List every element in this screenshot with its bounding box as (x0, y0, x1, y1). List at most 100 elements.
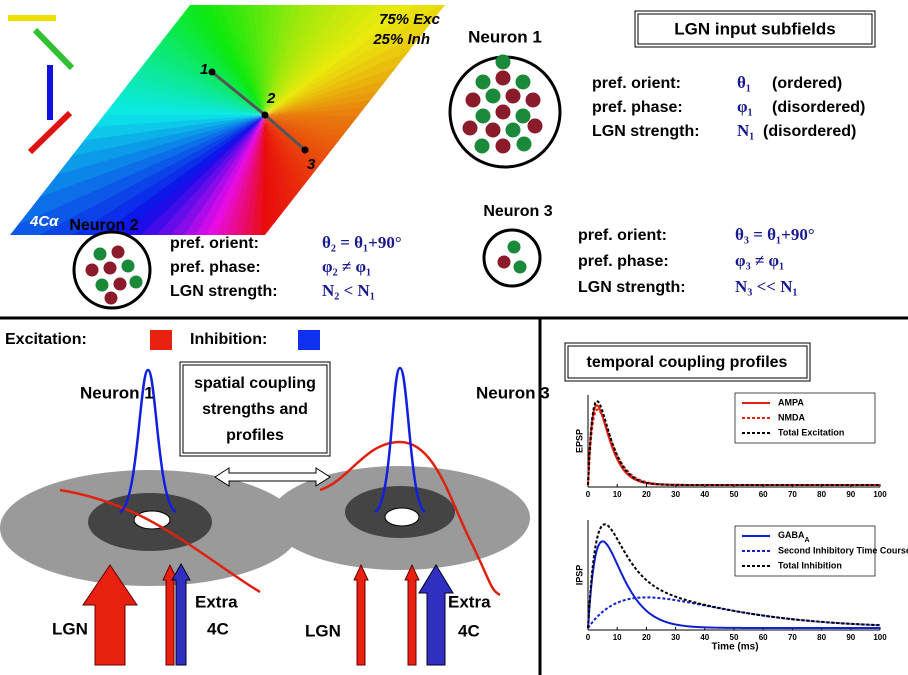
curve (588, 597, 880, 628)
lgn-subfield (516, 109, 531, 124)
label: Extra (195, 592, 238, 611)
input-arrow (419, 565, 453, 665)
label: EPSP (574, 429, 584, 453)
x-tick-label: 70 (788, 633, 797, 642)
label: Inhibition: (190, 331, 267, 348)
label: temporal coupling profiles (587, 354, 788, 371)
label: LGN strength: (170, 283, 278, 300)
lgn-subfield (496, 105, 511, 120)
label: φ₂ ≠ φ₁ (322, 257, 371, 276)
x-tick-label: 10 (613, 633, 622, 642)
x-tick-label: 30 (671, 490, 680, 499)
lgn-subfield (486, 123, 501, 138)
label: 3 (307, 156, 316, 173)
label: IPSP (574, 565, 584, 586)
legend-swatch (150, 330, 172, 350)
label: φ₁ (737, 97, 753, 116)
figure: GABAA 75% Exc25% Inh4Cα123Neuron 1LGN in… (0, 0, 908, 675)
label: LGN input subfields (674, 19, 836, 38)
lgn-subfield (112, 246, 125, 259)
label: 2 (266, 90, 276, 107)
lgn-subfield (514, 261, 527, 274)
lgn-subfield (486, 89, 501, 104)
label: pref. orient: (592, 75, 681, 92)
lgn-subfield (463, 121, 478, 136)
x-tick-label: 0 (586, 490, 591, 499)
label: pref. phase: (592, 99, 683, 116)
x-tick-label: 20 (642, 490, 651, 499)
legend-swatch (298, 330, 320, 350)
label: pref. orient: (578, 227, 667, 244)
lgn-subfield (114, 278, 127, 291)
label: LGN (52, 619, 88, 638)
lgn-subfield (508, 241, 521, 254)
x-tick-label: 40 (700, 633, 709, 642)
label: Neuron 3 (476, 383, 550, 402)
label: LGN strength: (592, 123, 700, 140)
label: φ₃ ≠ φ₁ (735, 251, 784, 270)
label: LGN strength: (578, 279, 686, 296)
lgn-subfield (476, 75, 491, 90)
x-tick-label: 10 (613, 490, 622, 499)
lgn-subfield (466, 93, 481, 108)
label: Neuron 2 (69, 217, 138, 234)
label: 25% Inh (372, 31, 430, 48)
lgn-subfield (516, 75, 531, 90)
lgn-subfield (105, 292, 118, 305)
legend-label: Second Inhibitory Time Course (778, 545, 908, 555)
label: Neuron 1 (468, 27, 542, 46)
lgn-subfield (506, 123, 521, 138)
label: (ordered) (772, 75, 842, 92)
legend-label: Total Excitation (778, 427, 844, 437)
lgn-subfield (475, 139, 490, 154)
label: 4C (458, 621, 480, 640)
legend-label: NMDA (778, 412, 805, 422)
lgn-subfield (498, 256, 511, 269)
label: spatial coupling (194, 375, 316, 392)
label: profiles (226, 427, 284, 444)
neuron-site (385, 508, 419, 526)
legend-label: Total Inhibition (778, 560, 842, 570)
x-tick-label: 80 (817, 633, 826, 642)
x-tick-label: 90 (846, 490, 855, 499)
x-tick-label: 0 (586, 633, 591, 642)
lgn-subfield (506, 89, 521, 104)
label: (disordered) (772, 99, 865, 116)
probe-point (262, 112, 269, 119)
lgn-subfield (104, 262, 117, 275)
label: pref. phase: (578, 253, 669, 270)
label: N₂ < N₁ (322, 281, 375, 300)
lgn-subfield (496, 71, 511, 86)
label: (disordered) (763, 123, 856, 140)
label: LGN (305, 621, 341, 640)
neuron-site (134, 511, 170, 529)
label: Neuron 1 (80, 383, 154, 402)
x-tick-label: 60 (759, 490, 768, 499)
x-tick-label: 100 (873, 633, 887, 642)
label: strengths and (202, 401, 308, 418)
label: pref. orient: (170, 235, 259, 252)
legend-label: AMPA (778, 397, 804, 407)
label: 4C (207, 619, 229, 638)
label: Neuron 3 (483, 203, 552, 220)
lgn-subfield (528, 119, 543, 134)
lgn-subfield (96, 279, 109, 292)
label: 75% Exc (379, 11, 441, 28)
lgn-subfield (496, 139, 511, 154)
label: θ₁ (737, 73, 751, 92)
label: N₃ << N₁ (735, 277, 798, 296)
lgn-subfield (496, 55, 511, 70)
label: 4Cα (29, 213, 59, 230)
input-arrow (172, 564, 190, 665)
orient-bar (35, 30, 72, 68)
lgn-subfield (86, 264, 99, 277)
label: pref. phase: (170, 259, 261, 276)
x-tick-label: 70 (788, 490, 797, 499)
label: Time (ms) (711, 642, 758, 653)
lgn-subfield (476, 109, 491, 124)
x-tick-label: 80 (817, 490, 826, 499)
lgn-subfield (122, 260, 135, 273)
x-tick-label: 60 (759, 633, 768, 642)
x-tick-label: 90 (846, 633, 855, 642)
lgn-subfield (517, 137, 532, 152)
